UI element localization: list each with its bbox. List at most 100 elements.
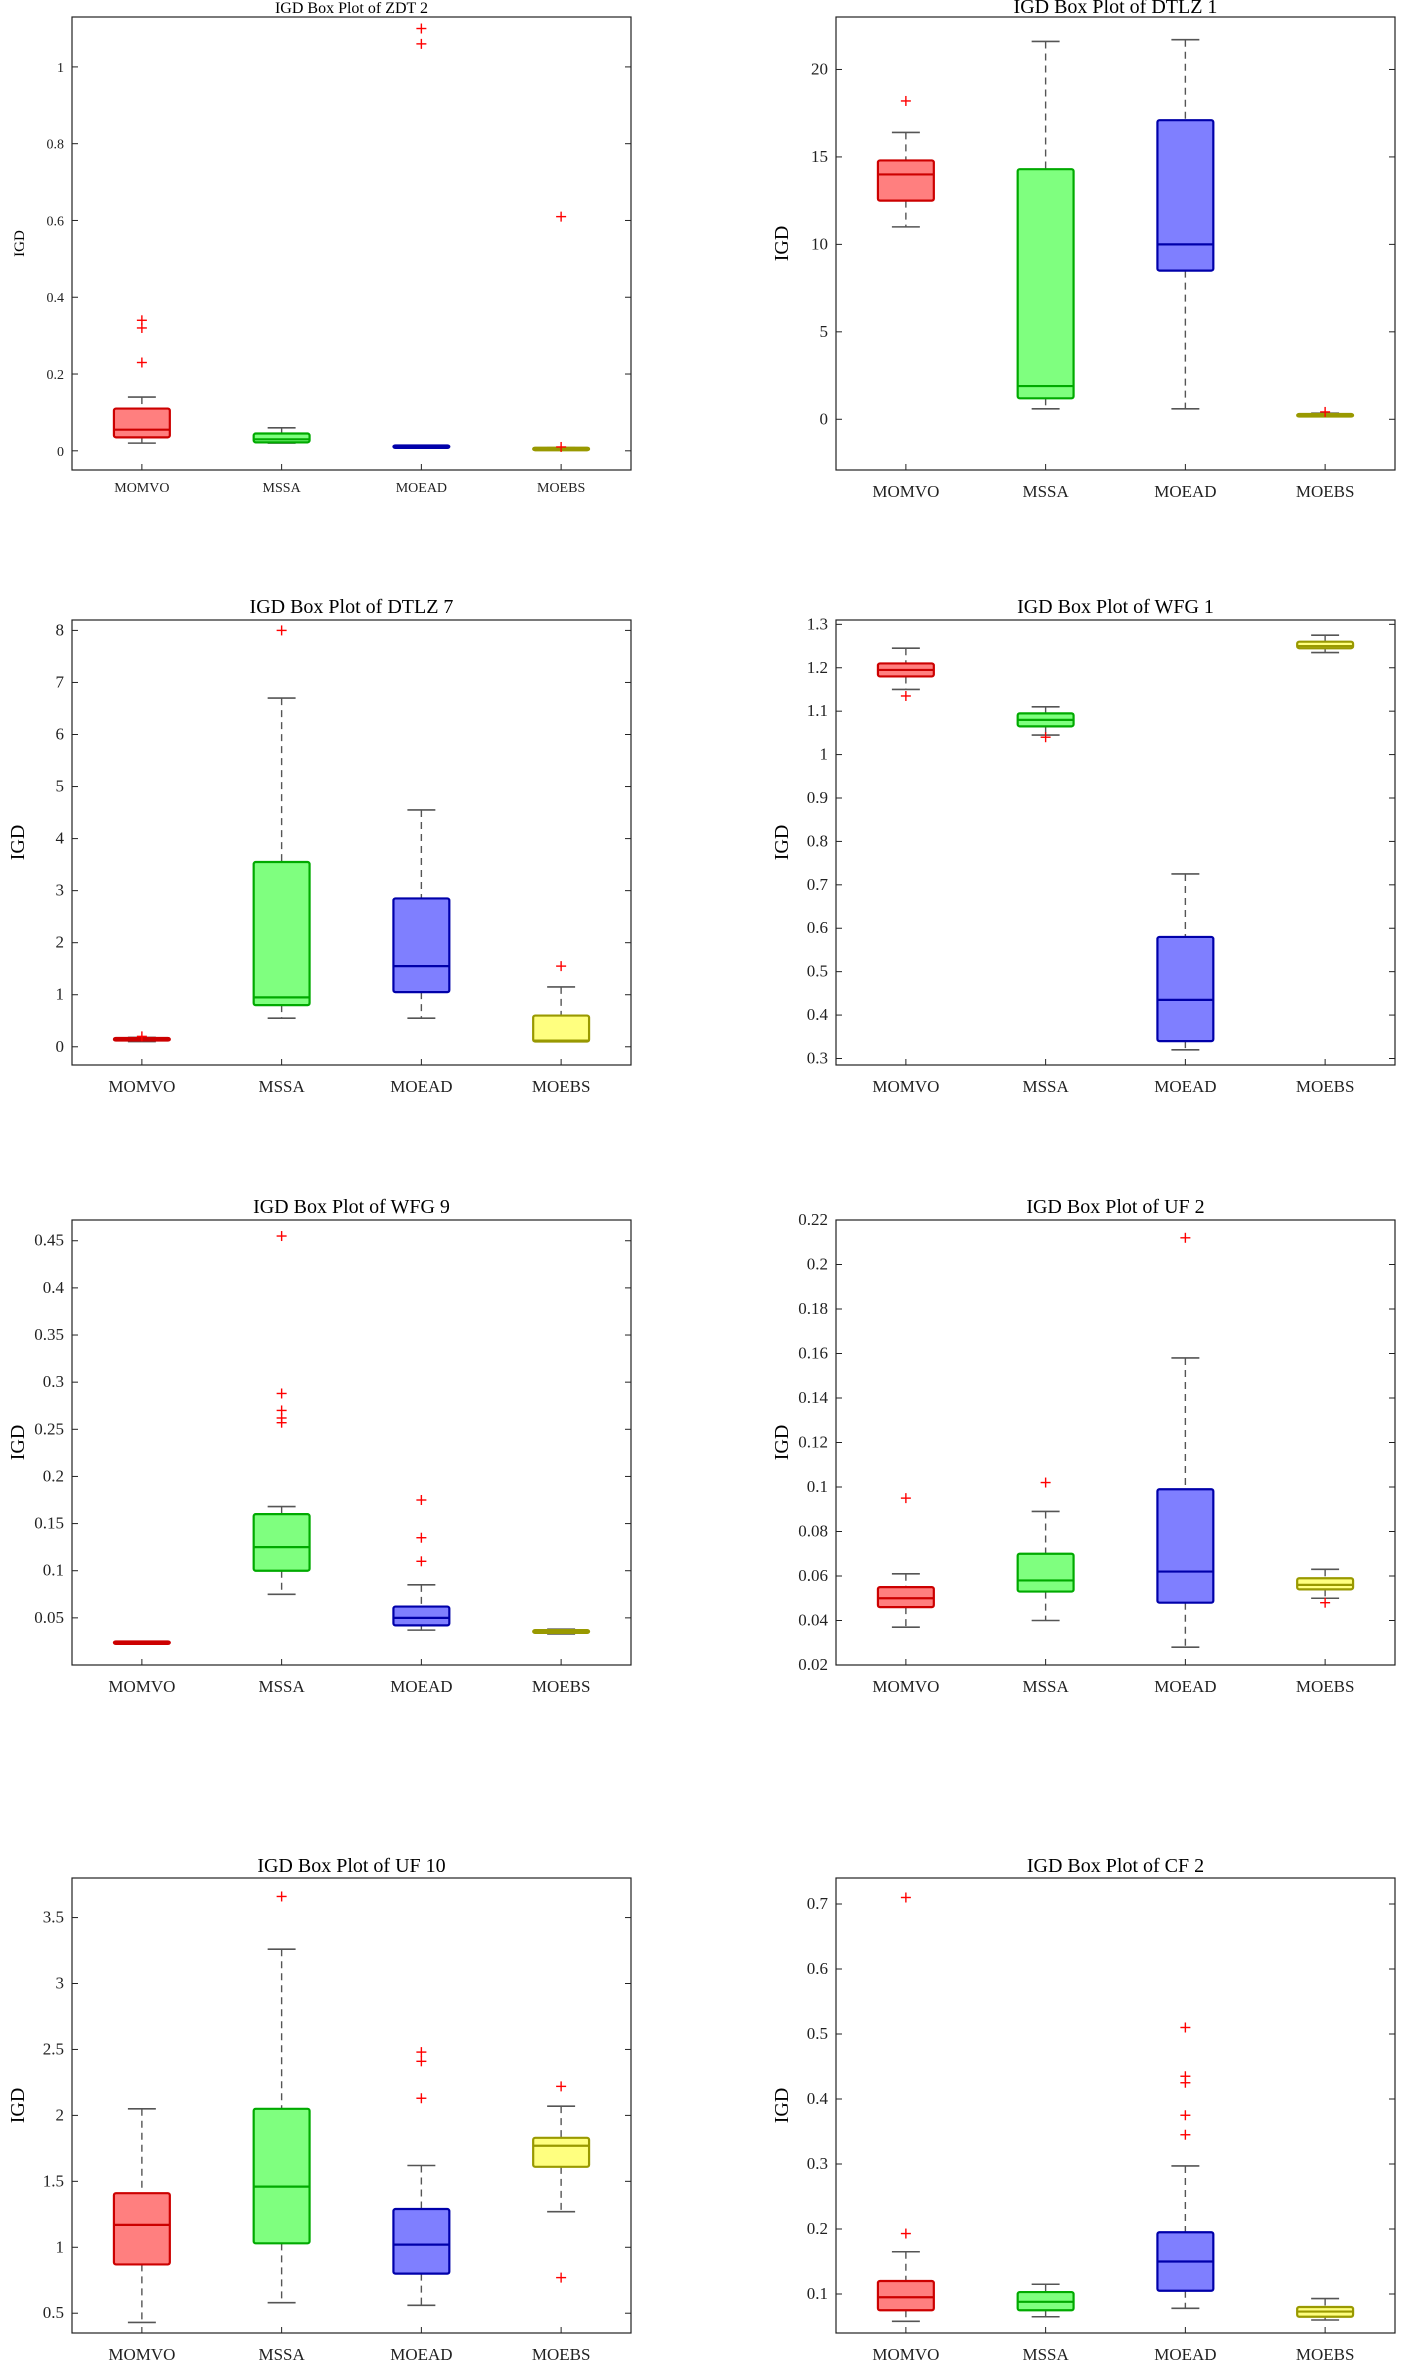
y-tick-label: 0.8 [47,138,65,153]
outlier-marker [416,1495,427,1506]
outlier-marker [1180,2129,1191,2140]
axes-frame [71,1219,632,1666]
subplot-1: IGD Box Plot of ZDT 2 0 0.2 0.4 0.6 0.8 1 IGD MO… [12,0,632,496]
x-tick-label: MSSA [258,2345,305,2360]
y-tick-label: 0.35 [34,1325,64,1344]
box-mssa [1016,1477,1075,1622]
y-tick-label: 0.22 [798,1210,828,1229]
y-tick-label: 0.4 [807,1005,829,1024]
iqr-box [532,2136,591,2168]
x-tick-label: MOEAD [1154,1677,1216,1696]
box-momvo [112,1031,171,1043]
box-moebs [1296,2297,1355,2321]
iqr-box [1016,168,1075,400]
box-moebs [1296,406,1355,418]
x-tick-label: MSSA [1022,1077,1069,1096]
iqr-box [392,1605,451,1627]
box-mssa [1016,706,1075,743]
y-tick-label: 0.6 [807,1959,828,1978]
x-tick-label: MOEAD [390,1677,452,1696]
chart-title: IGD Box Plot of WFG 1 [1017,596,1214,618]
y-tick-label: 0.08 [798,1522,828,1541]
outlier-marker [1320,406,1331,417]
outlier-marker [900,1493,911,1504]
y-tick-label: 1 [56,985,65,1004]
box-moead [392,1495,451,1631]
box-moebs [532,1628,591,1635]
box-momvo [876,647,935,701]
y-tick-label: 0.06 [798,1566,828,1585]
y-axis-label: IGD [7,825,29,861]
iqr-box [252,860,311,1007]
outlier-marker [1180,2071,1191,2082]
y-tick-label: 1.3 [807,614,828,633]
x-tick-label: MOEAD [390,2345,452,2360]
y-tick-label: 0.25 [34,1419,64,1438]
subplot-2: IGD Box Plot of DTLZ 1 0 5 10 15 20 IGD MOMVO MS… [771,0,1396,501]
y-tick-label: 4 [56,829,65,848]
y-tick-label: 2.5 [43,2039,64,2058]
y-tick-label: 0.45 [34,1231,64,1250]
iqr-box [252,1513,311,1572]
y-tick-label: 0.3 [807,1048,828,1067]
iqr-box [112,407,171,439]
x-tick-label: MOMVO [108,2345,175,2360]
y-tick-label: 3 [56,881,65,900]
outlier-marker [136,357,147,368]
outlier-marker [1320,1597,1331,1608]
box-moebs [1296,634,1355,654]
y-tick-label: 0.1 [807,1477,828,1496]
box-moead [1156,38,1215,410]
y-tick-label: 0.16 [798,1344,828,1363]
y-tick-label: 0.2 [807,1255,828,1274]
outlier-marker [276,1891,287,1902]
x-tick-label: MSSA [258,1677,305,1696]
outlier-marker [1040,732,1051,743]
outlier-marker [416,23,427,34]
y-axis-label: IGD [12,230,28,257]
x-tick-label: MOMVO [114,481,169,496]
y-tick-label: 0.4 [807,2089,829,2108]
iqr-box [252,2107,311,2245]
outlier-marker [136,1031,147,1042]
axes-frame [71,619,632,1066]
x-tick-label: MOEBS [1296,482,1355,501]
x-tick-label: MOEBS [532,1677,591,1696]
y-axis-label: IGD [7,2088,29,2124]
iqr-box [112,2192,171,2266]
iqr-box [876,2279,935,2312]
y-tick-label: 0.14 [798,1388,828,1407]
y-tick-label: 0.2 [43,1466,64,1485]
y-tick-label: 0.8 [807,831,828,850]
chart-title: IGD Box Plot of ZDT 2 [275,0,428,17]
axes-frame [835,1877,1396,2334]
y-tick-label: 2 [56,2105,65,2124]
outlier-marker [276,625,287,636]
outlier-marker [416,1532,427,1543]
y-tick-label: 1.5 [43,2171,64,2190]
y-tick-label: 3 [56,1974,65,1993]
box-moead [392,809,451,1019]
box-mssa [1016,40,1075,410]
outlier-marker [416,38,427,49]
x-tick-label: MOMVO [872,482,939,501]
y-axis-label: IGD [771,2088,793,2124]
box-moead [1156,2022,1215,2310]
subplot-7: IGD Box Plot of UF 10 0.5 1 1.5 2 2.5 3 3.5 IGD M… [7,1855,632,2360]
chart-title: IGD Box Plot of UF 2 [1026,1196,1204,1218]
box-moebs [532,961,591,1043]
y-tick-label: 0.6 [47,214,65,229]
outlier-marker [900,690,911,701]
box-moebs [532,211,591,452]
iqr-box [392,2207,451,2275]
iqr-box [532,1014,591,1043]
chart-title: IGD Box Plot of UF 10 [257,1855,445,1877]
y-tick-label: 0 [820,409,829,428]
y-tick-label: 0.9 [807,788,828,807]
iqr-box [876,1586,935,1609]
axes-frame [71,16,632,471]
y-tick-label: 5 [820,322,829,341]
box-moebs [532,2081,591,2283]
outlier-marker [136,315,147,326]
